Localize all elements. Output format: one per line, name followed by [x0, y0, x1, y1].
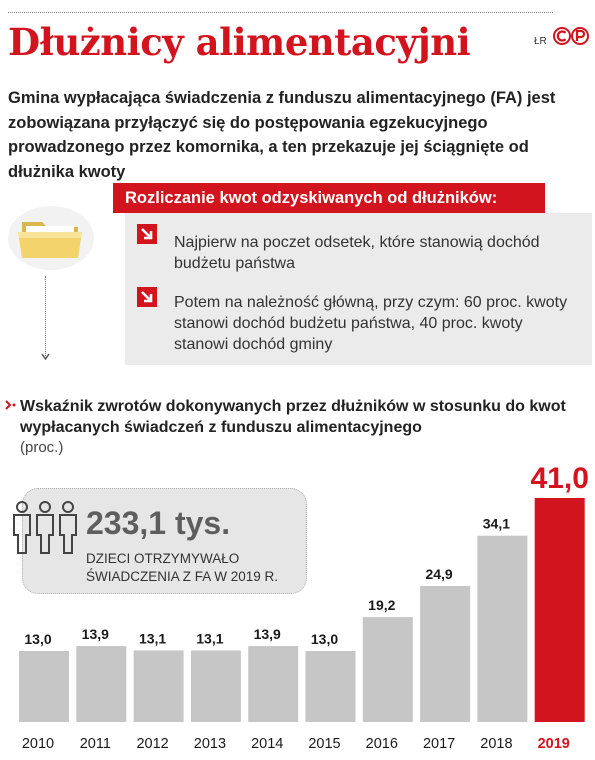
- value-label-2017: 24,9: [425, 566, 452, 582]
- bar-2014: [248, 646, 299, 722]
- people-icon: [13, 501, 77, 554]
- value-label-2011: 13,9: [82, 626, 109, 642]
- x-tick-2010: 2010: [22, 736, 54, 752]
- value-label-2012: 13,1: [139, 630, 166, 646]
- intro-paragraph: Gmina wypłacająca świadczenia z funduszu…: [8, 89, 556, 181]
- x-tick-2014: 2014: [251, 736, 283, 752]
- bar-2015: [305, 650, 356, 722]
- bar-2011: [76, 646, 127, 722]
- arrow-down-right-icon: [137, 224, 157, 244]
- chevron-right-icon: [5, 400, 16, 410]
- page-title: Dłużnicy alimentacyjni: [8, 20, 471, 64]
- folder-icon: [8, 206, 94, 270]
- value-label-2018: 34,1: [483, 516, 510, 532]
- publisher-logo-icon: [553, 27, 589, 45]
- bar-2010: [19, 650, 69, 722]
- value-label-2014: 13,9: [254, 626, 281, 642]
- x-tick-2016: 2016: [366, 736, 398, 752]
- settlement-rule-1: Najpierw na poczet odsetek, które stanow…: [174, 234, 540, 272]
- x-tick-2013: 2013: [194, 736, 226, 752]
- settlement-rule-2: Potem na należność główną, przy czym: 60…: [174, 294, 568, 353]
- connector-line: [45, 276, 46, 356]
- settlement-header: Rozliczanie kwot odzyskiwanych od dłużni…: [113, 183, 545, 213]
- bar-2018: [477, 535, 528, 722]
- x-tick-2018: 2018: [480, 736, 512, 752]
- callout-value: 233,1 tys.: [86, 505, 231, 541]
- x-tick-2017: 2017: [423, 736, 455, 752]
- chart-title: Wskaźnik zwrotów dokonywanych przez dłuż…: [20, 398, 566, 436]
- author-credit: ŁR: [534, 36, 547, 47]
- bar-2017: [420, 585, 471, 722]
- value-label-2010: 13,0: [24, 631, 51, 647]
- value-label-2015: 13,0: [311, 631, 338, 647]
- x-tick-2015: 2015: [308, 736, 340, 752]
- value-label-2019: 41,0: [531, 462, 589, 495]
- bar-2013: [190, 650, 241, 722]
- x-tick-2019: 2019: [538, 736, 570, 752]
- value-label-2016: 19,2: [368, 597, 395, 613]
- callout-label: DZIECI OTRZYMYWAŁO ŚWIADCZENIA Z FA W 20…: [86, 551, 279, 584]
- connector-arrow-icon: [41, 353, 50, 361]
- settlement-box: [125, 213, 592, 365]
- chart-unit: (proc.): [20, 439, 64, 456]
- top-rule: [8, 12, 553, 13]
- x-tick-2012: 2012: [136, 736, 168, 752]
- bar-2016: [362, 617, 413, 722]
- arrow-down-right-icon: [137, 287, 157, 307]
- x-tick-2011: 2011: [80, 736, 111, 752]
- value-label-2013: 13,1: [196, 630, 223, 646]
- bar-2019: [534, 498, 585, 722]
- bar-chart: 13,0 2010 13,9 2011 13,1 2012 13,1 2013 13,9 2014…: [19, 462, 589, 752]
- bar-2012: [133, 650, 184, 722]
- callout-box: [22, 488, 307, 594]
